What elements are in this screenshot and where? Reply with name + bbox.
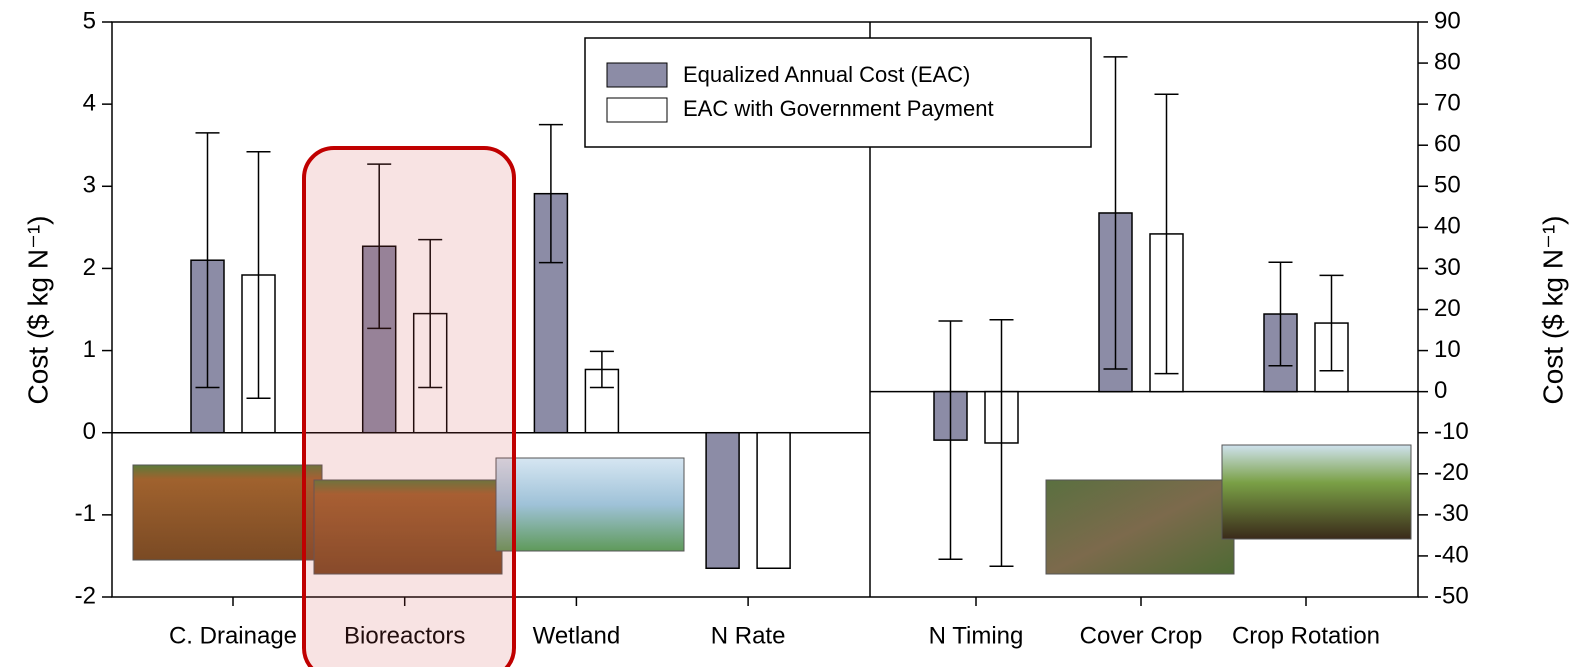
y-tick-label: 10	[1434, 336, 1461, 363]
drainage-image	[132, 464, 323, 561]
y-tick-label: -10	[1434, 418, 1469, 445]
y-tick-label: 0	[1434, 377, 1447, 404]
legend-label: EAC with Government Payment	[683, 96, 994, 121]
y-tick-label: -40	[1434, 541, 1469, 568]
error-bar	[1154, 93, 1179, 375]
y-tick-label: 1	[83, 336, 96, 363]
error-bar	[989, 319, 1014, 567]
y-tick-label: 50	[1434, 172, 1461, 199]
y-tick-label: 60	[1434, 131, 1461, 158]
legend-swatch	[606, 62, 668, 88]
cover-crop-image	[1045, 479, 1235, 575]
y-tick-label: -30	[1434, 500, 1469, 527]
y-tick-label: -50	[1434, 582, 1469, 609]
bioreactor-image	[313, 479, 503, 575]
x-tick-label: N Timing	[929, 622, 1024, 649]
error-bar	[589, 350, 614, 389]
legend-label: Equalized Annual Cost (EAC)	[683, 62, 970, 87]
y-tick-label: 4	[83, 89, 96, 116]
legend-box	[584, 37, 1092, 148]
legend: Equalized Annual Cost (EAC) EAC with Gov…	[584, 37, 1092, 148]
error-bar	[195, 132, 220, 389]
x-tick-label: Wetland	[533, 622, 621, 649]
y-tick-label: -2	[75, 582, 96, 609]
y-tick-label: 3	[83, 172, 96, 199]
bar	[705, 431, 740, 570]
crop-rotation-image	[1221, 444, 1412, 540]
y-tick-label: 20	[1434, 295, 1461, 322]
error-bar	[1319, 274, 1344, 372]
y-tick-label: 2	[83, 254, 96, 281]
x-tick-label: Cover Crop	[1080, 622, 1203, 649]
y-tick-label: 5	[83, 7, 96, 34]
y-tick-label: 80	[1434, 48, 1461, 75]
error-bar	[367, 163, 392, 330]
y-axis-label: Cost ($ kg N⁻¹)	[22, 215, 53, 404]
error-bar	[418, 238, 443, 389]
error-bar	[246, 151, 271, 399]
wetland-image	[495, 457, 685, 552]
highlight-box	[302, 146, 516, 667]
x-tick-label: Bioreactors	[344, 622, 465, 649]
bar	[756, 431, 791, 570]
y2-axis-label: Cost ($ kg N⁻¹)	[1537, 215, 1568, 404]
x-tick-label: Crop Rotation	[1232, 622, 1380, 649]
y-tick-label: -1	[75, 500, 96, 527]
y-tick-label: -20	[1434, 459, 1469, 486]
y-tick-label: 30	[1434, 254, 1461, 281]
error-bar	[1103, 56, 1128, 370]
x-tick-label: C. Drainage	[169, 622, 297, 649]
y-tick-label: 70	[1434, 89, 1461, 116]
error-bar	[1268, 261, 1293, 367]
y-tick-label: 0	[83, 418, 96, 445]
error-bar	[938, 320, 963, 560]
illustrations	[132, 444, 1412, 575]
y-tick-label: 90	[1434, 7, 1461, 34]
legend-swatch	[606, 97, 668, 123]
error-bar	[538, 123, 563, 264]
x-tick-label: N Rate	[711, 622, 786, 649]
y-tick-label: 40	[1434, 213, 1461, 240]
